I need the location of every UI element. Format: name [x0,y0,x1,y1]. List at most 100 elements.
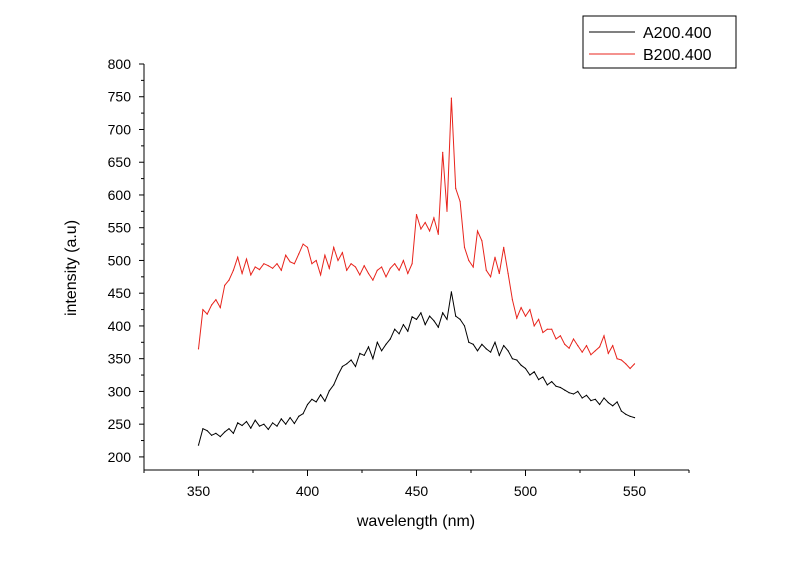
data-point [585,394,588,396]
data-point [232,432,234,434]
series-layer [197,97,636,446]
data-point [228,428,230,430]
data-point [241,424,243,427]
data-point [555,338,557,340]
data-point [250,427,252,429]
series-line [198,98,635,370]
data-point [577,390,579,392]
data-point [433,320,435,322]
x-tick-label: 500 [514,483,538,499]
data-point [245,258,248,260]
y-tick-label: 600 [108,187,132,203]
data-point [616,401,618,403]
data-point [280,269,282,271]
data-point [394,263,396,265]
data-point [333,246,335,248]
data-point [607,352,609,354]
data-point [538,379,540,381]
data-point [298,415,300,417]
y-tick-label: 550 [108,220,132,236]
data-point [463,325,466,327]
data-point [559,335,562,337]
legend: A200.400 B200.400 [582,15,737,69]
data-point [442,312,444,314]
data-point [533,371,535,373]
data-point [402,324,404,326]
data-point [202,428,204,430]
data-point [437,233,439,235]
data-point [363,354,365,356]
data-point [538,318,540,320]
data-point [367,346,370,348]
data-point [302,243,304,245]
y-tick-label: 650 [108,154,132,170]
data-point [490,276,492,278]
data-point [298,253,300,255]
data-point [503,345,505,347]
data-point [245,420,248,423]
y-tick-label: 350 [108,351,132,367]
data-point [219,307,221,309]
series-a [197,291,636,446]
data-point [559,386,562,389]
data-point [394,328,396,330]
data-point [276,263,278,265]
data-point [476,230,479,232]
data-point [507,350,509,352]
data-point [219,436,221,438]
data-point [320,274,322,276]
data-point [389,267,391,269]
data-point [285,423,287,425]
data-point [498,272,500,275]
data-point [433,217,435,219]
data-point [215,432,217,434]
data-point [625,363,627,365]
data-point [546,328,548,330]
data-point [607,402,609,404]
data-point [590,400,592,402]
y-tick-label: 450 [108,285,132,301]
data-point [293,263,295,265]
legend-box [582,15,737,69]
data-point [315,401,317,403]
series-line [198,291,635,446]
data-point [407,272,409,275]
data-point [446,210,448,212]
data-point [237,256,239,258]
data-point [564,343,566,345]
data-point [302,413,304,415]
data-point [237,422,239,424]
data-point [599,346,601,348]
data-point [481,240,483,242]
data-point [337,374,339,376]
data-point [272,422,274,424]
data-point [254,266,256,268]
data-point [411,263,413,265]
data-point [594,350,596,352]
data-point [599,403,601,406]
data-point [476,350,479,352]
data-point [289,261,291,263]
data-point [289,417,291,419]
data-point [529,374,531,376]
data-point [581,351,583,353]
data-point [620,410,623,412]
data-point [363,265,365,267]
y-tick-label: 800 [108,56,132,72]
data-point [350,263,352,265]
data-point [389,338,391,340]
data-point [415,318,418,320]
data-point [341,252,343,254]
data-point [328,390,330,392]
y-tick-label: 500 [108,252,132,268]
data-point [455,315,457,317]
series-b [197,97,636,370]
data-point [424,221,426,224]
axes: 200 250 300 350 400 450 500 550 600 650 700 750 800 3… [108,56,690,499]
data-point [577,345,579,347]
data-point [402,259,404,262]
data-point [572,393,575,395]
data-point [459,200,461,203]
data-point [459,318,461,320]
